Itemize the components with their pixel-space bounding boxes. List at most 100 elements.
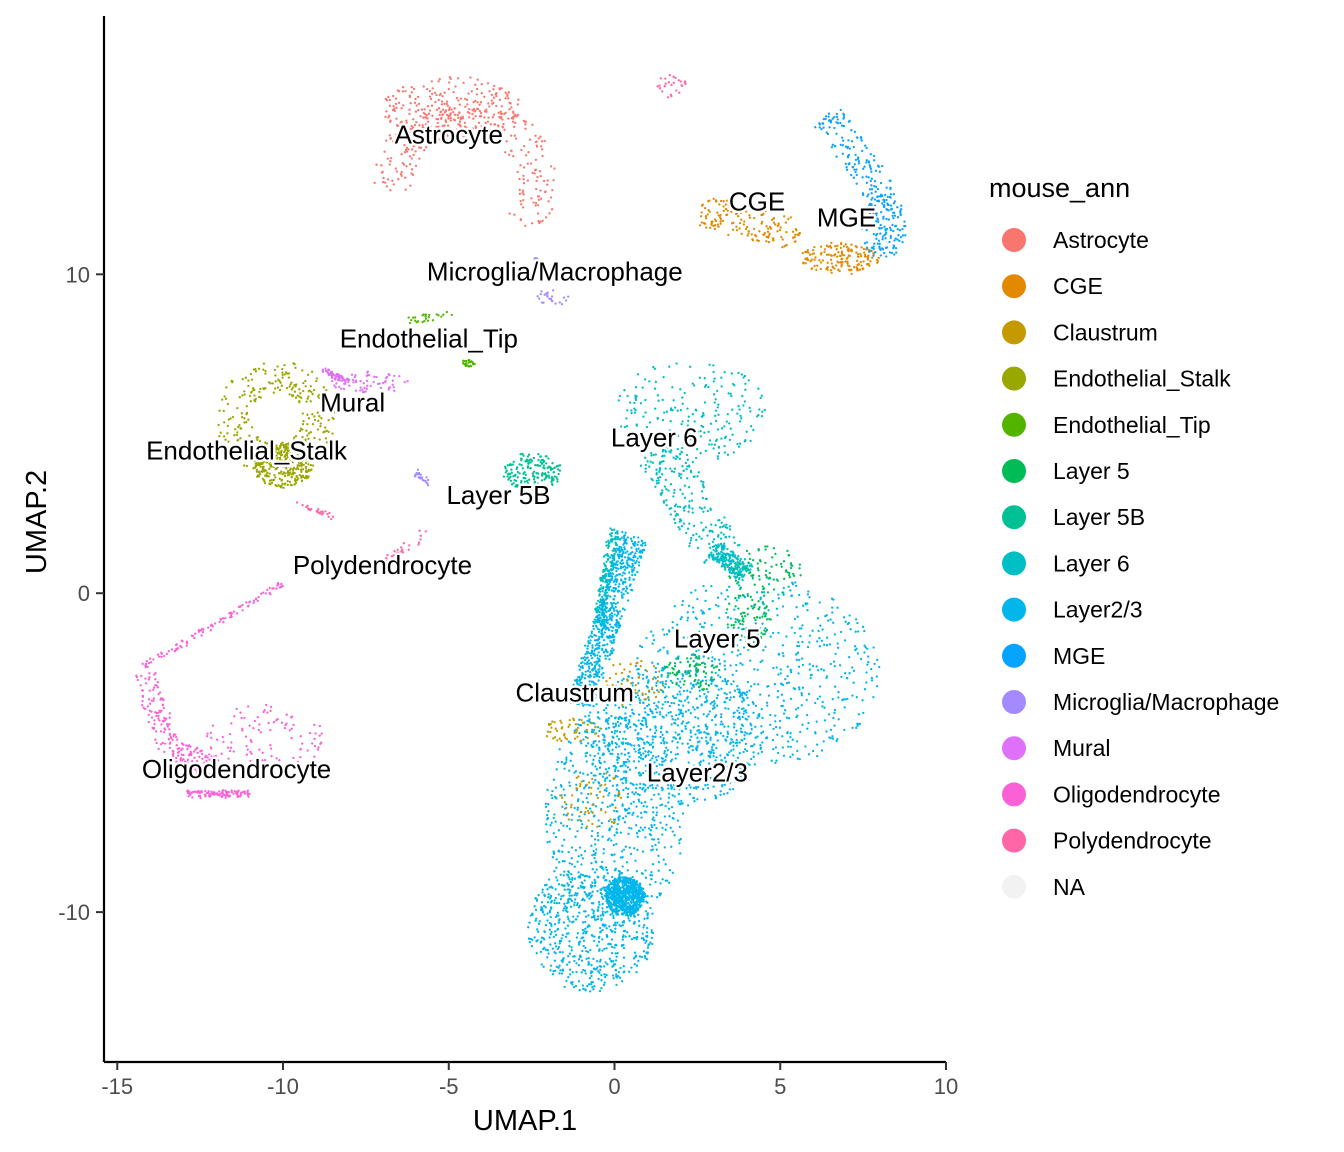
data-point: [196, 791, 200, 794]
data-point: [271, 456, 274, 460]
data-point: [821, 705, 824, 708]
data-point: [440, 100, 444, 103]
data-point: [671, 386, 674, 389]
data-point: [501, 118, 504, 121]
data-point: [452, 90, 455, 94]
data-point: [179, 644, 182, 648]
data-point: [168, 742, 171, 745]
data-point: [852, 681, 855, 684]
data-point: [797, 672, 800, 675]
data-point: [893, 200, 897, 203]
data-point: [527, 453, 531, 456]
data-point: [720, 543, 723, 546]
data-point: [410, 168, 414, 171]
data-point: [537, 219, 540, 223]
data-point: [712, 553, 715, 556]
data-point: [878, 665, 881, 669]
data-point: [756, 668, 759, 672]
data-point: [186, 789, 189, 792]
data-point: [693, 475, 696, 478]
data-point: [774, 761, 777, 765]
data-point: [410, 157, 413, 160]
data-point: [679, 852, 682, 855]
data-point: [687, 504, 691, 507]
data-point: [736, 684, 739, 688]
data-point: [519, 218, 522, 221]
data-point: [730, 372, 733, 375]
data-point: [883, 205, 886, 208]
data-point: [402, 542, 405, 545]
data-point: [285, 386, 289, 390]
data-point: [673, 491, 676, 495]
data-point: [522, 182, 526, 185]
data-point: [287, 372, 291, 375]
data-point: [439, 132, 442, 135]
data-point: [239, 456, 242, 460]
data-point: [318, 438, 321, 441]
data-point: [702, 655, 705, 658]
data-point: [868, 212, 872, 215]
data-point: [427, 112, 431, 115]
data-point: [622, 776, 626, 779]
data-point: [762, 233, 765, 237]
data-point: [836, 260, 839, 263]
data-point: [552, 778, 556, 781]
data-point: [667, 796, 671, 799]
data-point: [558, 861, 561, 864]
data-point: [686, 616, 690, 619]
data-point: [812, 248, 815, 252]
data-point: [534, 140, 538, 144]
data-point: [776, 614, 779, 617]
data-point: [590, 730, 594, 734]
data-point: [836, 118, 839, 121]
data-point: [540, 290, 543, 293]
data-point: [679, 617, 682, 621]
data-point: [393, 389, 396, 392]
data-point: [395, 136, 398, 139]
data-point: [791, 236, 795, 239]
data-point: [512, 460, 515, 463]
data-point: [297, 467, 300, 471]
data-point: [731, 204, 734, 207]
data-point: [399, 546, 403, 549]
data-point: [148, 702, 152, 705]
data-point: [337, 373, 340, 376]
data-point: [524, 473, 527, 477]
data-point: [335, 382, 338, 385]
data-point: [301, 412, 304, 415]
data-point: [680, 722, 683, 725]
data-point: [676, 505, 679, 508]
data-point: [230, 454, 233, 457]
data-point: [716, 406, 719, 409]
data-point: [541, 154, 544, 158]
data-point: [293, 383, 296, 387]
data-point: [731, 433, 734, 436]
data-point: [536, 463, 539, 467]
data-point: [680, 712, 683, 715]
data-point: [396, 89, 399, 92]
data-point: [664, 680, 668, 683]
data-point: [537, 198, 540, 202]
data-point: [672, 470, 676, 474]
data-point: [823, 643, 826, 646]
data-point: [686, 619, 689, 622]
data-point: [867, 176, 870, 179]
data-point: [728, 438, 732, 442]
data-point: [751, 238, 754, 241]
data-point: [712, 364, 715, 367]
data-point: [856, 252, 860, 256]
data-point: [860, 211, 863, 214]
data-point: [587, 714, 591, 717]
data-point: [694, 589, 697, 592]
data-point: [833, 126, 836, 130]
data-point: [546, 294, 549, 297]
data-point: [400, 153, 403, 156]
data-point: [740, 218, 743, 221]
data-point: [611, 537, 614, 541]
data-point: [534, 201, 538, 205]
data-point: [510, 468, 513, 471]
data-point: [727, 233, 730, 237]
data-point: [744, 205, 748, 208]
data-point: [665, 410, 669, 413]
data-point: [677, 703, 680, 707]
